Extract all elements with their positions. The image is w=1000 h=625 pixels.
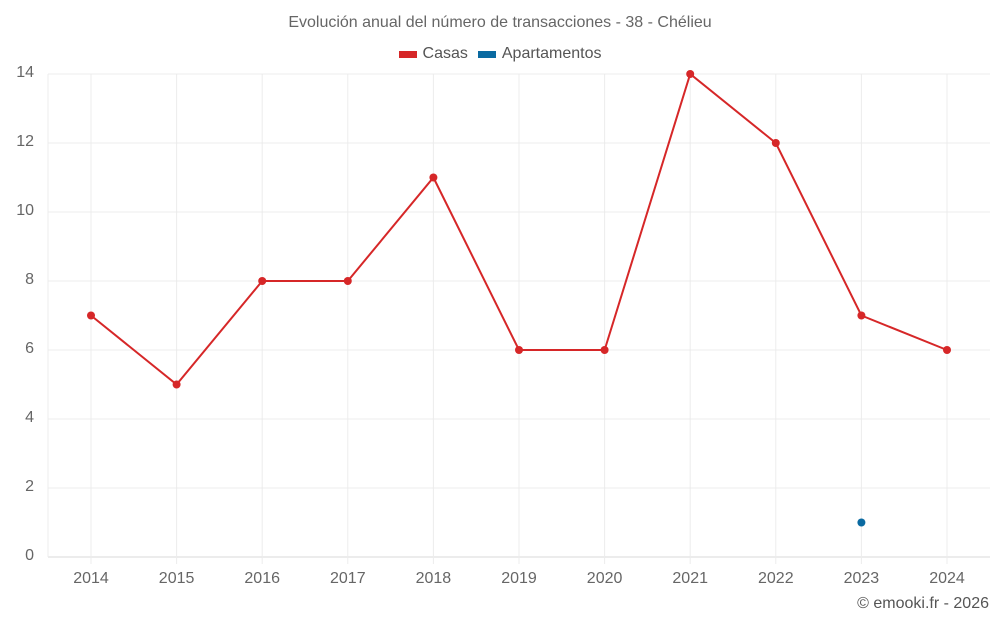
data-point	[943, 346, 951, 354]
x-tick-label: 2023	[843, 570, 880, 587]
x-tick-label: 2017	[330, 570, 366, 587]
legend-item-casas[interactable]: Casas	[398, 45, 468, 63]
data-point	[686, 70, 695, 78]
x-tick-label: 2015	[158, 570, 195, 587]
legend-label-apartamentos: Apartamentos	[501, 45, 602, 62]
data-point	[87, 311, 95, 320]
x-tick-label: 2021	[672, 570, 708, 587]
data-point	[172, 380, 181, 389]
x-tick-label: 2024	[929, 570, 965, 587]
x-tick-label: 2016	[244, 570, 280, 587]
y-tick-label: 0	[25, 547, 34, 564]
y-tick-label: 6	[25, 340, 34, 357]
data-point	[857, 311, 866, 320]
data-point	[515, 346, 523, 354]
credit-text: © emooki.fr - 2026	[857, 595, 989, 612]
data-point	[343, 277, 352, 285]
y-tick-label: 14	[16, 64, 34, 81]
x-tick-label: 2020	[586, 570, 623, 587]
x-tick-label: 2022	[758, 570, 794, 587]
y-tick-label: 2	[25, 478, 34, 495]
legend-item-apartamentos[interactable]: Apartamentos	[477, 45, 602, 63]
legend-label-casas: Casas	[422, 45, 468, 62]
data-point	[771, 139, 780, 147]
chart-title: Evolución anual del número de transaccio…	[288, 14, 712, 31]
y-tick-label: 4	[25, 409, 34, 426]
apartamentos-swatch-icon	[477, 50, 496, 58]
casas-swatch-icon	[398, 50, 417, 58]
data-point	[258, 277, 267, 285]
data-point	[600, 346, 609, 354]
data-point	[857, 518, 866, 527]
y-tick-label: 8	[25, 271, 34, 288]
x-tick-label: 2014	[73, 570, 109, 587]
y-tick-label: 12	[16, 133, 34, 150]
y-tick-label: 10	[16, 202, 34, 219]
data-point	[429, 173, 438, 182]
x-tick-label: 2019	[501, 570, 537, 587]
x-tick-label: 2018	[415, 570, 452, 587]
legend: Casas Apartamentos	[0, 45, 1000, 63]
